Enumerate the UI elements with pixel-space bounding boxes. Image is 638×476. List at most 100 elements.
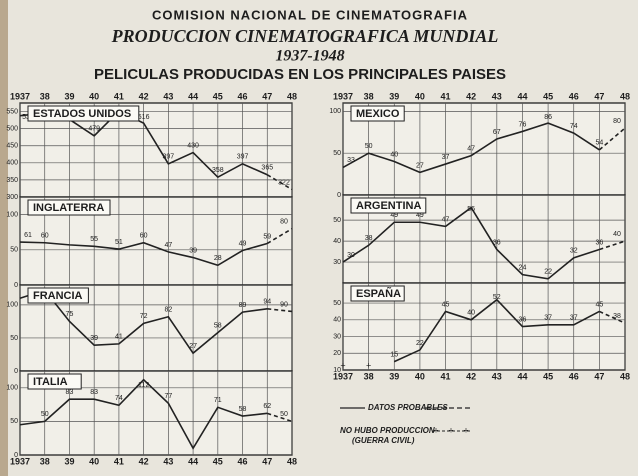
data-line <box>342 206 600 280</box>
x-tick-label: 41 <box>441 371 451 381</box>
x-tick-label: 43 <box>163 91 173 101</box>
data-label: 22 <box>544 269 552 276</box>
x-tick-label: 40 <box>415 371 425 381</box>
legend-note: (GUERRA CIVIL) <box>352 436 415 445</box>
x-tick-label: 42 <box>139 456 149 466</box>
x-tick-label: 1937 <box>10 456 30 466</box>
y-tick-label: 400 <box>6 160 18 167</box>
x-tick-label: 42 <box>139 91 149 101</box>
data-label: 30 <box>347 252 355 259</box>
data-label: 89 <box>239 302 247 309</box>
data-label: 37 <box>544 315 552 322</box>
title-box <box>27 105 140 122</box>
data-label: 80 <box>613 118 621 125</box>
x-tick-label: 48 <box>287 91 297 101</box>
data-label: 37 <box>442 154 450 161</box>
svg-text:+: + <box>448 425 453 435</box>
data-line <box>19 289 268 355</box>
data-label: 76 <box>519 121 527 128</box>
data-label: 60 <box>140 233 148 240</box>
x-tick-label: 1937 <box>333 91 353 101</box>
data-label: 358 <box>212 167 224 174</box>
chart-title: ESPAÑA <box>356 287 401 300</box>
x-tick-label: 44 <box>517 91 527 101</box>
data-label: 83 <box>66 389 74 396</box>
title-box <box>350 285 405 302</box>
x-tick-label: 1937 <box>10 91 30 101</box>
data-label: 58 <box>214 322 222 329</box>
x-tick-label: 47 <box>262 91 272 101</box>
data-line <box>19 378 268 450</box>
x-tick-label: 43 <box>163 456 173 466</box>
title-box <box>350 105 405 122</box>
data-label: 49 <box>239 240 247 247</box>
x-tick-label: 38 <box>40 456 50 466</box>
data-line <box>393 298 600 363</box>
chart-title: ARGENTINA <box>356 200 421 212</box>
data-label: 56 <box>467 206 475 213</box>
x-tick-label: 40 <box>415 91 425 101</box>
data-label: 47 <box>164 242 172 249</box>
y-tick-label: 350 <box>6 177 18 184</box>
data-label: 71 <box>214 397 222 404</box>
x-tick-label: 41 <box>114 456 124 466</box>
data-label: 52 <box>493 294 501 301</box>
data-label: 94 <box>263 299 271 306</box>
probable-segment <box>266 174 293 191</box>
x-tick-label: 39 <box>64 456 74 466</box>
probable-segment <box>266 227 293 245</box>
x-tick-label: 39 <box>389 91 399 101</box>
y-tick-label: 550 <box>6 108 18 115</box>
x-tick-label: 45 <box>543 91 553 101</box>
y-tick-label: 50 <box>333 300 341 307</box>
y-tick-label: 20 <box>333 350 341 357</box>
organization: COMISION NACIONAL DE CINEMATOGRAFIA <box>152 7 468 22</box>
x-tick-label: 42 <box>466 371 476 381</box>
main-title: PRODUCCION CINEMATOGRAFICA MUNDIAL <box>111 26 499 46</box>
no-production-marker: + <box>340 360 345 370</box>
data-label: 15 <box>390 351 398 358</box>
y-tick-label: 0 <box>14 452 18 459</box>
probable-segment <box>599 240 626 251</box>
x-tick-label: 45 <box>213 456 223 466</box>
legend-cross-line: + + + <box>432 425 470 435</box>
x-tick-label: 1937 <box>333 371 353 381</box>
x-tick-label: 38 <box>40 91 50 101</box>
probable-segment <box>598 127 626 151</box>
x-tick-label: 39 <box>389 371 399 381</box>
title-box <box>27 373 82 390</box>
chart-title: FRANCIA <box>33 290 83 302</box>
svg-text:+: + <box>463 425 468 435</box>
data-label: 82 <box>164 307 172 314</box>
y-tick-label: 300 <box>6 194 18 201</box>
y-tick-label: 10 <box>333 367 341 374</box>
x-tick-label: 47 <box>262 456 272 466</box>
data-label: 55 <box>90 236 98 243</box>
data-label: 54 <box>595 140 603 147</box>
y-tick-label: 50 <box>333 150 341 157</box>
data-label: 39 <box>90 335 98 342</box>
x-tick-label: 38 <box>364 91 374 101</box>
y-tick-label: 40 <box>333 238 341 245</box>
data-label: 62 <box>263 403 271 410</box>
no-production-marker: + <box>366 360 371 370</box>
period: 1937-1948 <box>275 48 344 65</box>
title-box <box>27 199 111 216</box>
x-tick-label: 40 <box>89 456 99 466</box>
y-tick-label: 0 <box>14 282 18 289</box>
x-tick-label: 44 <box>517 371 527 381</box>
data-label: 322 <box>278 179 290 186</box>
data-label: 50 <box>365 143 373 150</box>
x-tick-label: 46 <box>569 371 579 381</box>
data-label: 33 <box>347 157 355 164</box>
data-label: 32 <box>570 248 578 255</box>
y-tick-label: 100 <box>6 302 18 309</box>
x-tick-label: 48 <box>620 91 630 101</box>
x-tick-label: 46 <box>238 456 248 466</box>
y-tick-label: 100 <box>6 385 18 392</box>
x-tick-label: 48 <box>620 371 630 381</box>
data-label: 60 <box>41 233 49 240</box>
x-tick-label: 43 <box>492 371 502 381</box>
data-label: 37 <box>570 315 578 322</box>
